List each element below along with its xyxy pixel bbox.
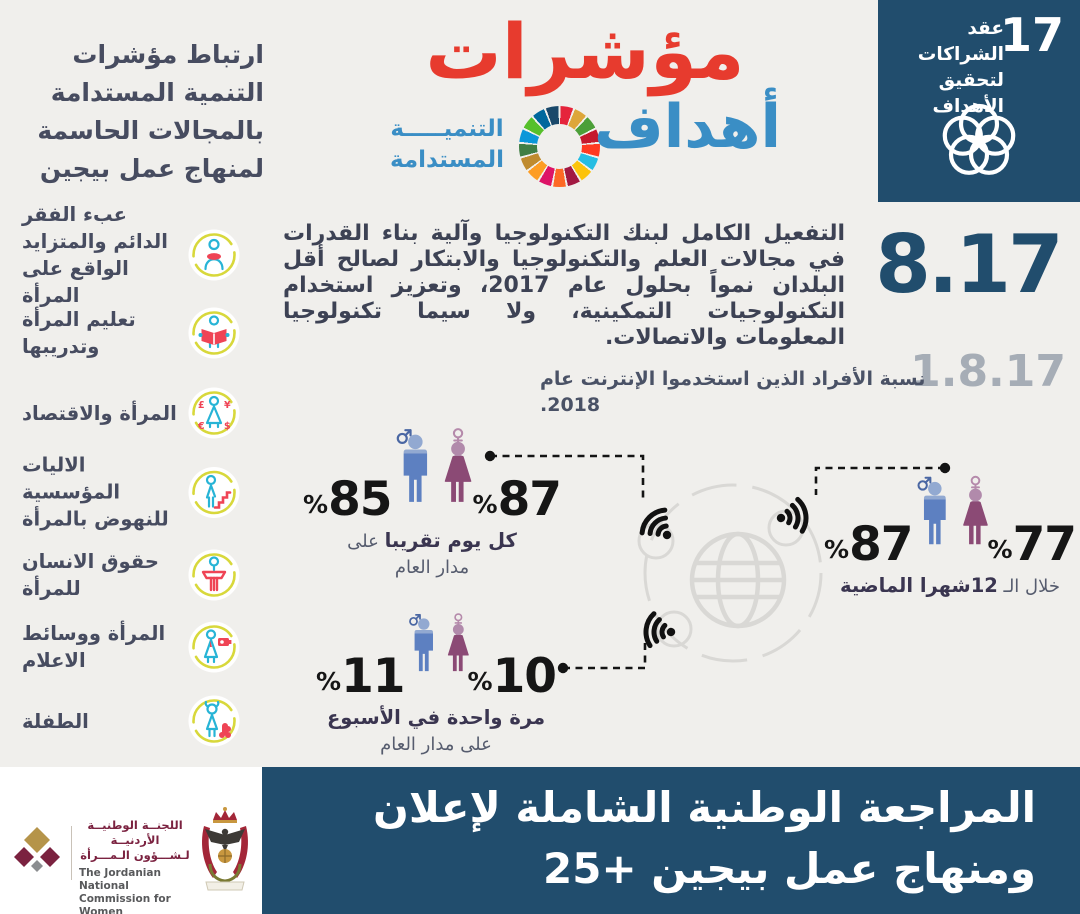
sdg17-flower-icon [942, 103, 1016, 175]
sidebar-item-label: تعليم المرأة وتدريبها [22, 308, 136, 358]
banner-line1: المراجعة الوطنية الشاملة لإعلان [373, 783, 1036, 832]
svg-text:¥: ¥ [224, 400, 231, 411]
indicator-number: 1.8.17 [910, 346, 1066, 397]
stat-group-daily: % 85 % 87 كل يوم تقريبا على مدار العام [303, 410, 562, 581]
internet-network-graphic [484, 450, 951, 674]
woman-rights-icon [188, 549, 240, 601]
male-figure-icon [397, 429, 428, 502]
sidebar-item-economy: المرأة والاقتصاد £ ¥ € $ [10, 387, 240, 439]
female-figure-icon [962, 475, 988, 545]
node-ring [637, 522, 675, 560]
logo-divider [71, 826, 72, 880]
title-sdg-line1: التنميـــــة [390, 116, 504, 142]
stat-group-12-months: % 87 % 77 خلال الـ 12شهرا الماضية [824, 455, 1077, 600]
male-percentage: % 85 [303, 472, 392, 528]
sidebar-item-poverty: عبء الفقر الدائم والمتزايد الواقع على ال… [10, 201, 240, 309]
jncw-logo [14, 827, 60, 872]
sidebar-item-label: المرأة والاقتصاد [22, 401, 177, 425]
sidebar-item-label: عبء الفقر الدائم والمتزايد الواقع على ال… [22, 203, 168, 307]
connector-dot [557, 662, 569, 674]
sidebar-item-institutions: الاليات المؤسسية للنهوض بالمرأة [10, 452, 240, 533]
sdg17-goal-box: 17 عقد الشراكات لتحقيق الأهداف [878, 0, 1080, 202]
female-percentage: % 77 [987, 517, 1077, 573]
connector-line [490, 454, 645, 500]
title-goals: أهداف [594, 92, 782, 162]
jordan-coat-of-arms [202, 807, 248, 891]
svg-text:£: £ [198, 400, 205, 411]
woman-institutions-icon [188, 466, 240, 518]
title-sdg-line2: المستدامة [389, 147, 505, 173]
woman-economy-icon: £ ¥ € $ [188, 387, 240, 439]
svg-text:€: € [197, 421, 205, 432]
female-figure-icon [447, 613, 469, 672]
wifi-signal-icon [639, 507, 672, 540]
jncw-english-name: The Jordanian National Commission for Wo… [79, 867, 171, 914]
woman-media-icon [188, 621, 240, 673]
male-figure-icon [409, 613, 434, 672]
stat-group-label: خلال الـ 12شهرا الماضية [840, 574, 1060, 597]
title-sdg-small: التنميـــــة المستدامة [376, 114, 518, 176]
connector-dot [939, 462, 951, 474]
sdg17-number: 17 [999, 8, 1064, 62]
wifi-signal-icon [776, 496, 809, 534]
wifi-signal-icon [643, 611, 676, 649]
girl-child-icon [188, 695, 240, 747]
stat-group-label: مرة واحدة في الأسبوع على مدار العام [326, 706, 546, 755]
connector-line [563, 641, 647, 670]
indicator-description: نسبة الأفراد الذين استخدموا الإنترنت عام… [540, 368, 926, 416]
stat-group-weekly: % 11 % 10 مرة واحدة في الأسبوع على مدار ال… [316, 587, 557, 758]
jncw-arabic-name: اللجنــة الوطنيــة الأردنيــة لـشـــؤون … [80, 818, 190, 862]
sidebar-item-label: المرأة ووسائط الاعلام [22, 622, 166, 672]
male-percentage: % 87 [824, 517, 913, 573]
woman-poverty-icon [188, 229, 240, 281]
female-percentage: % 87 [472, 472, 562, 528]
target-description: التفعيل الكامل لبنك التكنولوجيا وآلية بن… [283, 221, 845, 350]
page-subtitle: ارتباط مؤشرات التنمية المستدامة بالمجالا… [37, 40, 264, 183]
sidebar-item-education: تعليم المرأة وتدريبها [10, 306, 240, 360]
stat-group-label: كل يوم تقريبا على مدار العام [347, 529, 517, 578]
sdg17-goal-label: عقد الشراكات لتحقيق الأهداف [917, 18, 1004, 117]
male-percentage: % 11 [316, 649, 405, 705]
sidebar-item-label: حقوق الانسان للمرأة [22, 550, 159, 600]
male-figure-icon [917, 476, 947, 545]
sidebar-item-girl-child: الطفلة [10, 695, 240, 747]
svg-text:$: $ [224, 421, 231, 432]
target-number: 8.17 [875, 218, 1063, 311]
woman-education-icon [188, 307, 240, 359]
connector-dot [484, 450, 496, 462]
sidebar-item-label: الطفلة [22, 709, 89, 733]
sdg-wheel-icon [519, 106, 600, 187]
banner-line2: ومنهاج عمل بيجين +25 [543, 844, 1036, 893]
node-ring [655, 610, 693, 648]
orbit-ring [643, 483, 823, 663]
globe-icon [689, 531, 787, 629]
jncw-logo-text: اللجنــة الوطنيــة الأردنيــة لـشـــؤون … [79, 818, 191, 914]
title-indicators: مؤشرات [425, 7, 745, 96]
sidebar-item-human-rights: حقوق الانسان للمرأة [10, 548, 240, 602]
sidebar-item-media: المرأة ووسائط الاعلام [10, 620, 240, 674]
female-percentage: % 10 [467, 649, 557, 705]
sidebar-item-label: الاليات المؤسسية للنهوض بالمرأة [22, 453, 169, 531]
footer-banner: المراجعة الوطنية الشاملة لإعلان ومنهاج ع… [262, 767, 1080, 914]
connector-line [814, 466, 945, 495]
female-figure-icon [445, 428, 472, 502]
